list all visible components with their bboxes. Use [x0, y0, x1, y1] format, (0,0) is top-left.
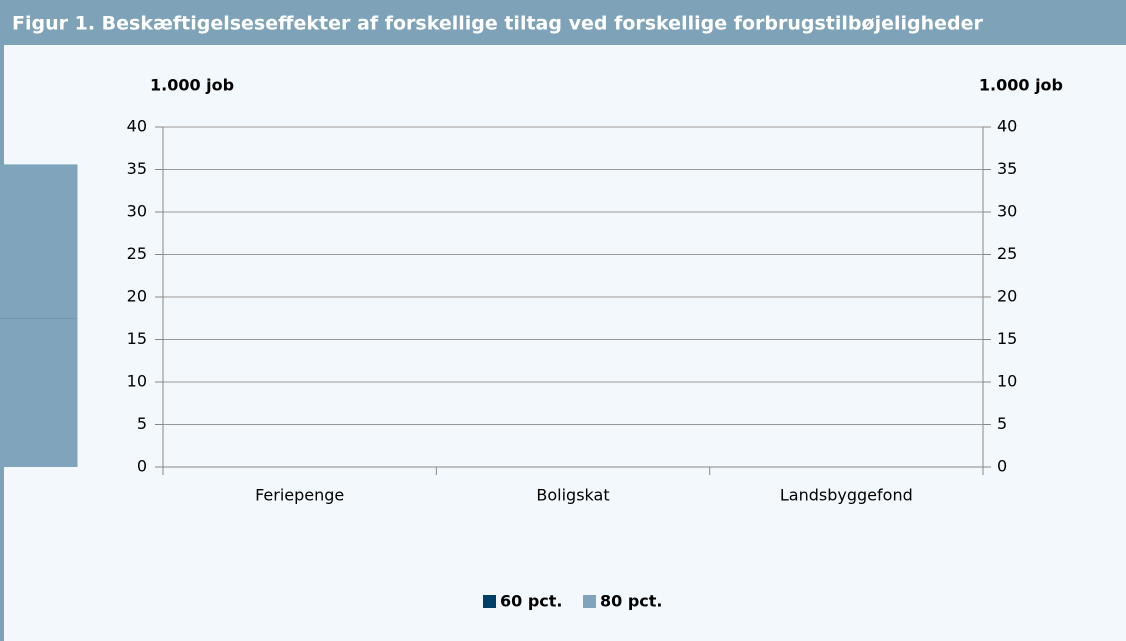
- y2-tick-label: 0: [997, 457, 1007, 476]
- y2-tick-label: 5: [997, 414, 1007, 433]
- y-tick-label: 15: [127, 329, 147, 348]
- x-tick-label: Feriepenge: [255, 486, 344, 505]
- y2-tick-label: 10: [997, 372, 1017, 391]
- y2-tick-label: 15: [997, 329, 1017, 348]
- legend-label: 80 pct.: [600, 592, 663, 611]
- bar: [0, 318, 78, 467]
- y2-axis-label: 1.000 job: [979, 76, 1063, 95]
- y-tick-label: 20: [127, 287, 147, 306]
- y2-tick-label: 25: [997, 244, 1017, 263]
- x-tick-label: Landsbyggefond: [780, 486, 913, 505]
- y-tick-label: 35: [127, 159, 147, 178]
- chart-title: Figur 1. Beskæftigelseseffekter af forsk…: [12, 13, 983, 35]
- y-tick-label: 0: [137, 457, 147, 476]
- y2-tick-label: 35: [997, 159, 1017, 178]
- x-tick-label: Boligskat: [536, 486, 609, 505]
- y2-tick-label: 30: [997, 202, 1017, 221]
- y2-tick-label: 40: [997, 117, 1017, 136]
- legend-label: 60 pct.: [500, 592, 563, 611]
- legend-swatch: [583, 595, 596, 608]
- header-bar: [0, 0, 1126, 45]
- y-tick-label: 30: [127, 202, 147, 221]
- y-axis-label: 1.000 job: [150, 76, 234, 95]
- y-tick-label: 25: [127, 244, 147, 263]
- y-tick-label: 5: [137, 414, 147, 433]
- y-tick-label: 10: [127, 372, 147, 391]
- y2-tick-label: 20: [997, 287, 1017, 306]
- legend-swatch: [483, 595, 496, 608]
- y-tick-label: 40: [127, 117, 147, 136]
